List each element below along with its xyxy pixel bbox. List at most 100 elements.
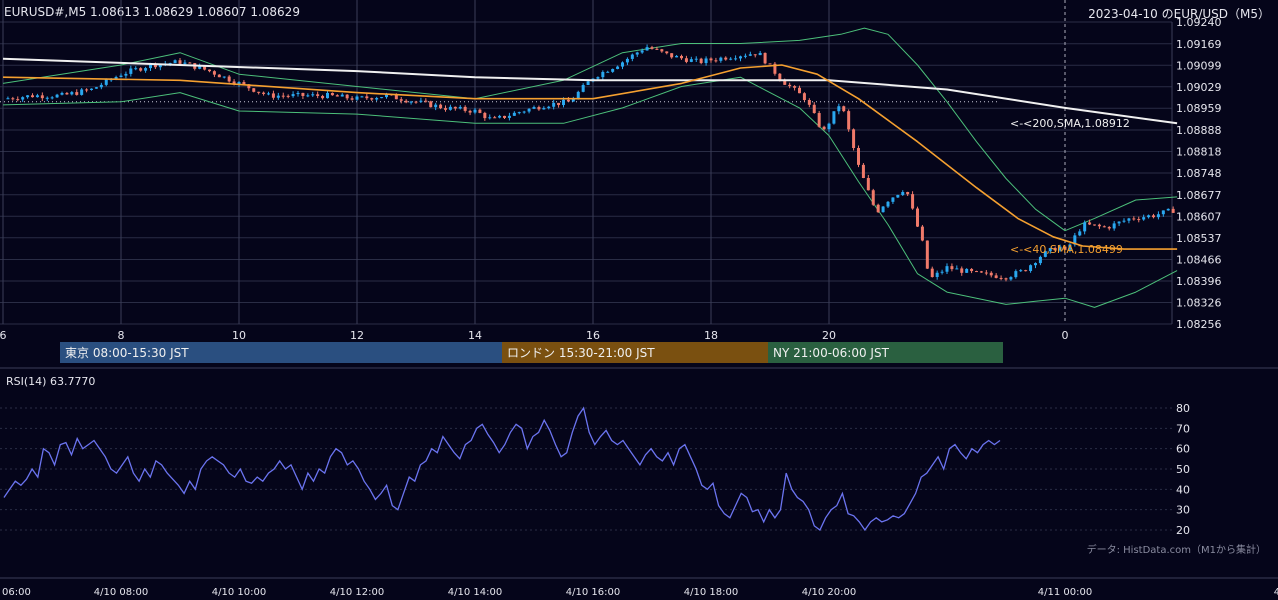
candle-body [286, 95, 290, 97]
candle-body [945, 266, 949, 272]
candle-body [832, 111, 836, 124]
candle-body [483, 112, 487, 119]
candle-body [291, 94, 295, 97]
candle-body [547, 106, 551, 109]
candle-body [694, 58, 698, 60]
candle-body [891, 197, 895, 202]
candle-body [635, 52, 639, 55]
candle-body [1038, 256, 1042, 264]
candle-body [763, 52, 767, 64]
candle-body [822, 126, 826, 130]
bollinger-lower-line [2, 76, 1178, 308]
candle-body [198, 66, 202, 69]
candle-body [188, 62, 192, 64]
candle-body [252, 88, 256, 92]
candle-body [80, 89, 84, 95]
candle-body [65, 92, 69, 95]
candle-body [488, 117, 492, 119]
candle-body [399, 99, 403, 101]
candle-body [463, 106, 467, 111]
candle-body [104, 79, 108, 85]
price-x-tick-label: 18 [704, 329, 718, 342]
rsi-y-tick-label: 60 [1176, 443, 1190, 456]
price-grid [0, 0, 1173, 325]
candle-body [906, 192, 910, 195]
candle-body [984, 272, 988, 274]
candle-body [930, 268, 934, 278]
data-source-note: データ: HistData.com（M1から集計） [1086, 545, 1266, 556]
candle-body [232, 81, 236, 85]
candle-body [1063, 246, 1067, 250]
candle-body [498, 115, 502, 118]
candle-body [1142, 217, 1146, 220]
candle-body [1137, 219, 1141, 221]
candle-body [1019, 270, 1023, 272]
candle-body [203, 66, 207, 70]
candle-body [99, 84, 103, 88]
candle-body [640, 50, 644, 53]
candle-body [611, 68, 615, 72]
candle-body [542, 108, 546, 110]
candle-body [153, 63, 157, 68]
candle-body [75, 92, 79, 95]
candle-body [478, 109, 482, 113]
rsi-y-tick-label: 30 [1176, 504, 1190, 517]
candle-body [448, 106, 452, 110]
candle-body [1112, 223, 1116, 229]
candle-body [385, 94, 388, 98]
candle-body [837, 106, 841, 112]
candle-body [507, 115, 511, 118]
candle-body [1156, 214, 1160, 218]
candle-body [212, 71, 216, 75]
candle-body [955, 268, 959, 270]
candle-body [493, 117, 497, 119]
candle-body [345, 94, 349, 99]
candle-body [144, 68, 148, 71]
candle-body [394, 94, 398, 100]
candle-body [434, 104, 438, 108]
candle-body [714, 60, 718, 62]
candle-body [31, 95, 34, 98]
price-y-tick-label: 1.08888 [1176, 124, 1222, 137]
rsi-y-tick-label: 50 [1176, 463, 1190, 476]
price-x-tick-label: 16 [586, 329, 600, 342]
candle-body [788, 84, 792, 87]
candle-body [911, 194, 915, 209]
candle-body [734, 58, 738, 60]
candle-body [419, 100, 423, 102]
candle-body [124, 73, 128, 76]
price-x-tick-label: 10 [232, 329, 246, 342]
candle-body [503, 115, 506, 118]
candle-body [753, 54, 757, 56]
candle-body [60, 92, 64, 95]
candle-body [375, 98, 379, 100]
candle-body [26, 95, 30, 98]
candle-body [301, 92, 305, 96]
candle-body [886, 201, 890, 207]
candle-body [1122, 220, 1126, 222]
candle-body [896, 194, 900, 198]
price-y-tick-label: 1.08959 [1176, 102, 1222, 115]
candle-body [1171, 208, 1175, 213]
candle-body [655, 48, 659, 50]
candle-body [729, 58, 733, 60]
rsi-panel: 80 70 60 50 40 30 20 [0, 402, 1278, 579]
candle-body [847, 111, 851, 130]
candle-body [527, 108, 531, 112]
candle-body [1034, 263, 1037, 266]
candle-body [901, 192, 905, 195]
time-axis-label: 06:00 [2, 587, 31, 598]
candle-body [586, 81, 590, 85]
sma40-label: <-<40,SMA,1.08499 [1010, 243, 1123, 256]
candle-body [925, 240, 929, 269]
price-x-tick-label: 8 [118, 329, 125, 342]
candle-body [517, 112, 521, 114]
session-label: 東京 08:00-15:30 JST [65, 346, 189, 360]
rsi-line [3, 406, 1001, 532]
candle-body [616, 66, 620, 69]
candle-body [852, 129, 856, 149]
time-axis-label: 4/10 10:00 [212, 587, 266, 598]
candle-body [940, 271, 944, 273]
candle-body [262, 92, 266, 94]
